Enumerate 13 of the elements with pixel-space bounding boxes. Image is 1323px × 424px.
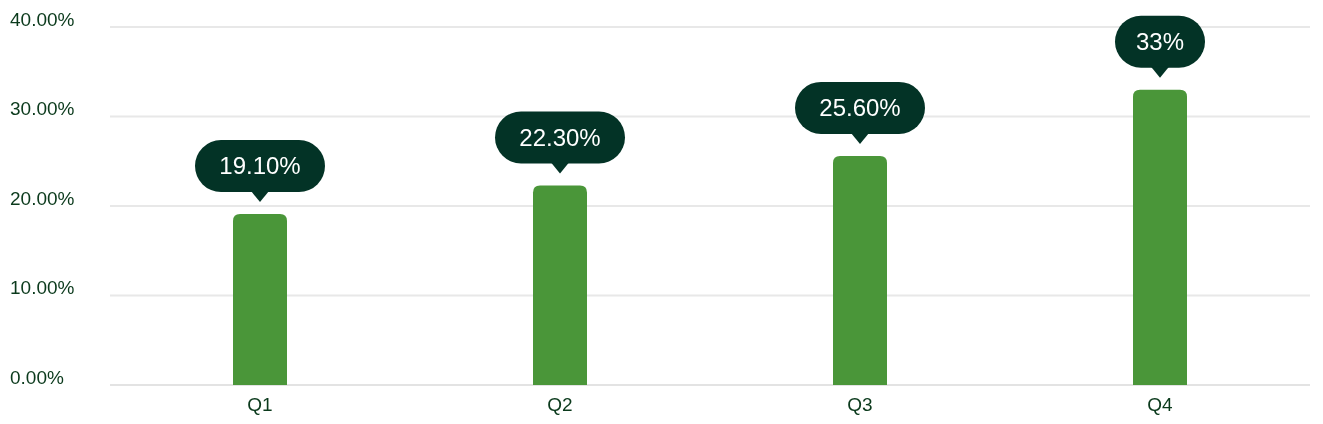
x-tick-label: Q2 bbox=[547, 394, 573, 415]
y-tick-label: 10.00% bbox=[10, 277, 75, 299]
x-tick-label: Q4 bbox=[1147, 394, 1174, 415]
data-label: 33% bbox=[1135, 28, 1185, 56]
data-label: 19.10% bbox=[219, 152, 301, 180]
y-tick-label: 0.00% bbox=[10, 366, 64, 388]
data-label: 25.60% bbox=[819, 94, 901, 122]
data-label: 22.30% bbox=[519, 123, 601, 151]
y-tick-label: 20.00% bbox=[10, 187, 75, 209]
y-tick-label: 40.00% bbox=[10, 8, 75, 30]
x-tick-label: Q1 bbox=[247, 394, 273, 415]
y-tick-label: 30.00% bbox=[10, 98, 75, 120]
x-tick-label: Q3 bbox=[847, 394, 873, 415]
